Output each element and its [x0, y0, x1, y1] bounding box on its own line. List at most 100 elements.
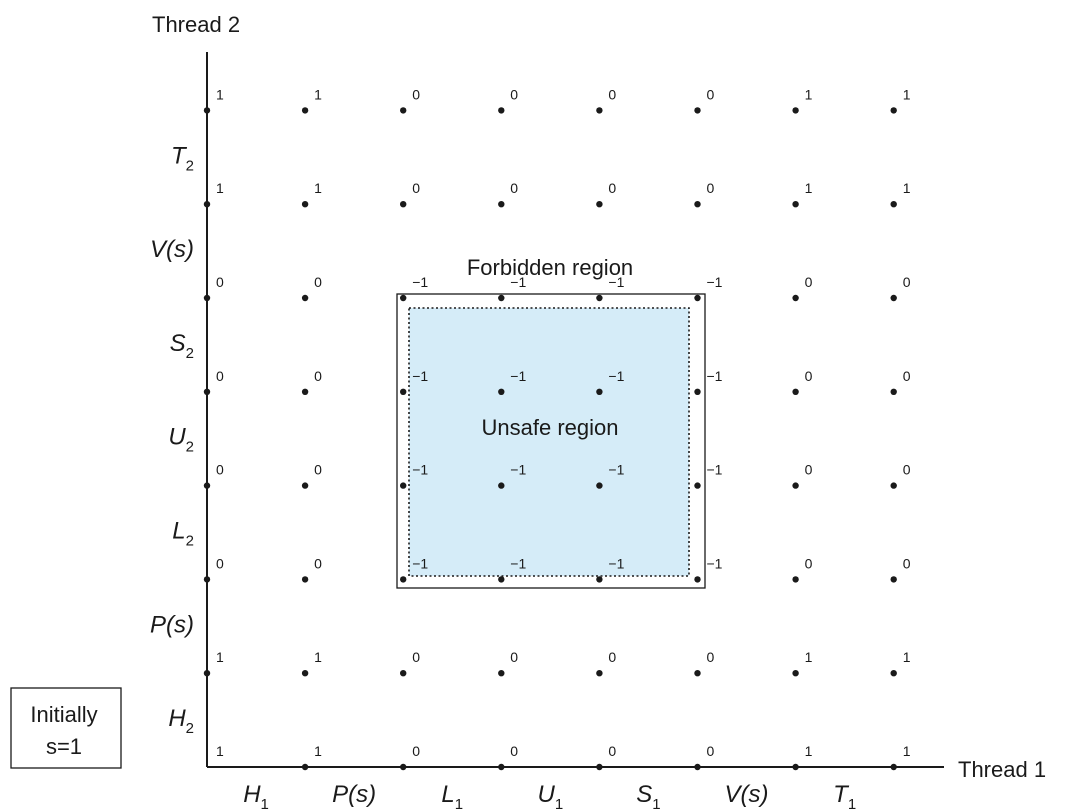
state-dot-0-2	[203, 576, 211, 583]
forbidden-region-label: Forbidden region	[467, 255, 633, 280]
state-dot-1-5	[301, 294, 309, 302]
t1-instr-0-base: H	[243, 781, 261, 808]
state-dot-2-1	[400, 670, 407, 677]
axes	[206, 52, 944, 768]
semaphore-value-4-5: −1	[608, 274, 624, 290]
state-dot-5-2	[694, 576, 701, 583]
t2-instr-5: V(s)	[150, 236, 194, 263]
state-dot-2-6	[400, 201, 407, 208]
state-dot-7-1	[890, 670, 897, 677]
state-dot-7-2	[890, 576, 897, 583]
state-dot-6-5	[792, 294, 799, 302]
state-dot-6-7	[792, 107, 799, 114]
state-dot-2-5	[400, 294, 407, 302]
state-dot-3-7	[498, 107, 505, 114]
semaphore-value-0-3: 0	[216, 462, 224, 478]
state-dot-4-0	[596, 763, 603, 771]
t2-instr-2: L2	[172, 518, 194, 550]
state-dot-0-6	[203, 201, 211, 208]
semaphore-value-7-0: 1	[903, 743, 911, 759]
state-dot-1-1	[301, 670, 309, 677]
state-dot-0-5	[203, 294, 211, 302]
t1-instr-5: V(s)	[725, 781, 769, 808]
state-dot-5-7	[694, 107, 701, 114]
state-dot-2-0	[400, 763, 407, 771]
semaphore-value-6-6: 1	[805, 180, 813, 196]
state-dot-5-0	[694, 763, 701, 771]
state-dot-6-0	[792, 763, 799, 771]
state-dot-0-3	[203, 482, 211, 489]
semaphore-value-0-2: 0	[216, 555, 224, 571]
state-dot-6-6	[792, 201, 799, 208]
state-dot-4-1	[596, 670, 603, 677]
state-dot-7-0	[890, 763, 897, 771]
t1-instr-2-subscript: 1	[455, 796, 463, 809]
initial-state-line2: s=1	[46, 734, 82, 759]
state-dot-6-2	[792, 576, 799, 583]
state-dot-2-4	[400, 388, 407, 395]
state-dot-6-4	[792, 388, 799, 395]
semaphore-value-5-5: −1	[707, 274, 723, 290]
t1-instr-3-base: U	[538, 781, 556, 808]
semaphore-value-4-2: −1	[608, 555, 624, 571]
semaphore-value-0-1: 1	[216, 649, 224, 665]
state-dot-5-6	[694, 201, 701, 208]
state-dot-1-4	[301, 388, 309, 395]
state-dot-3-0	[498, 763, 505, 771]
t2-instr-2-base: L	[172, 518, 185, 545]
t1-instr-3-subscript: 1	[555, 796, 563, 809]
t2-instr-4-base: S	[170, 330, 186, 357]
semaphore-value-5-3: −1	[707, 462, 723, 478]
t1-instr-4-subscript: 1	[652, 796, 660, 809]
semaphore-value-3-5: −1	[510, 274, 526, 290]
state-dot-7-5	[890, 294, 897, 302]
t2-instr-6: T2	[171, 142, 194, 174]
state-dot-7-4	[890, 388, 897, 395]
t2-instr-6-subscript: 2	[186, 157, 194, 174]
semaphore-value-6-3: 0	[805, 462, 813, 478]
thread1-instruction-labels: H1 P(s) L1 U1 S1 V(s) T1	[243, 781, 856, 809]
semaphore-value-2-5: −1	[412, 274, 428, 290]
state-dot-3-4	[498, 388, 505, 395]
semaphore-value-3-3: −1	[510, 462, 526, 478]
t1-instr-2-base: L	[441, 781, 454, 808]
semaphore-value-2-3: −1	[412, 462, 428, 478]
state-dot-7-3	[890, 482, 897, 489]
semaphore-value-5-7: 0	[707, 86, 715, 102]
unsafe-region-label: Unsafe region	[482, 415, 619, 440]
x-axis-title: Thread 1	[958, 757, 1046, 782]
semaphore-value-5-4: −1	[707, 368, 723, 384]
t1-instr-0-subscript: 1	[261, 796, 269, 809]
t2-instr-4-subscript: 2	[186, 345, 194, 362]
semaphore-value-0-0: 1	[216, 743, 224, 759]
initial-state-line1: Initially	[30, 702, 97, 727]
semaphore-value-1-7: 1	[314, 86, 322, 102]
semaphore-value-4-0: 0	[608, 743, 616, 759]
state-dot-4-5	[596, 294, 603, 302]
t2-instr-3: U2	[168, 424, 194, 456]
state-dot-2-7	[400, 107, 407, 114]
semaphore-value-3-6: 0	[510, 180, 518, 196]
t2-instr-6-base: T	[171, 142, 188, 169]
state-dot-7-6	[890, 201, 897, 208]
semaphore-value-1-6: 1	[314, 180, 322, 196]
state-dot-1-0	[301, 763, 309, 771]
t2-instr-1-base: P(s)	[150, 611, 194, 638]
t2-instr-1: P(s)	[150, 611, 194, 638]
t2-instr-0: H2	[168, 705, 194, 737]
semaphore-value-3-4: −1	[510, 368, 526, 384]
t2-instr-3-base: U	[168, 424, 186, 451]
state-dot-4-6	[596, 201, 603, 208]
y-axis-title: Thread 2	[152, 12, 240, 37]
t1-instr-6-subscript: 1	[848, 796, 856, 809]
unsafe-region	[408, 307, 690, 577]
t1-instr-6: T1	[833, 781, 856, 809]
state-grid: 1 1 0 0 0 0 1 1 1 1 0 0 0 0 1 1 0 0 −1 −1 −1 −1 0 0 0 0 −1 −1 −1 −1 0 0…	[203, 86, 911, 771]
semaphore-value-1-0: 1	[314, 743, 322, 759]
forbidden-region	[396, 293, 706, 589]
state-dot-3-2	[498, 576, 505, 583]
state-dot-5-4	[694, 388, 701, 395]
semaphore-value-3-2: −1	[510, 555, 526, 571]
semaphore-value-7-6: 1	[903, 180, 911, 196]
